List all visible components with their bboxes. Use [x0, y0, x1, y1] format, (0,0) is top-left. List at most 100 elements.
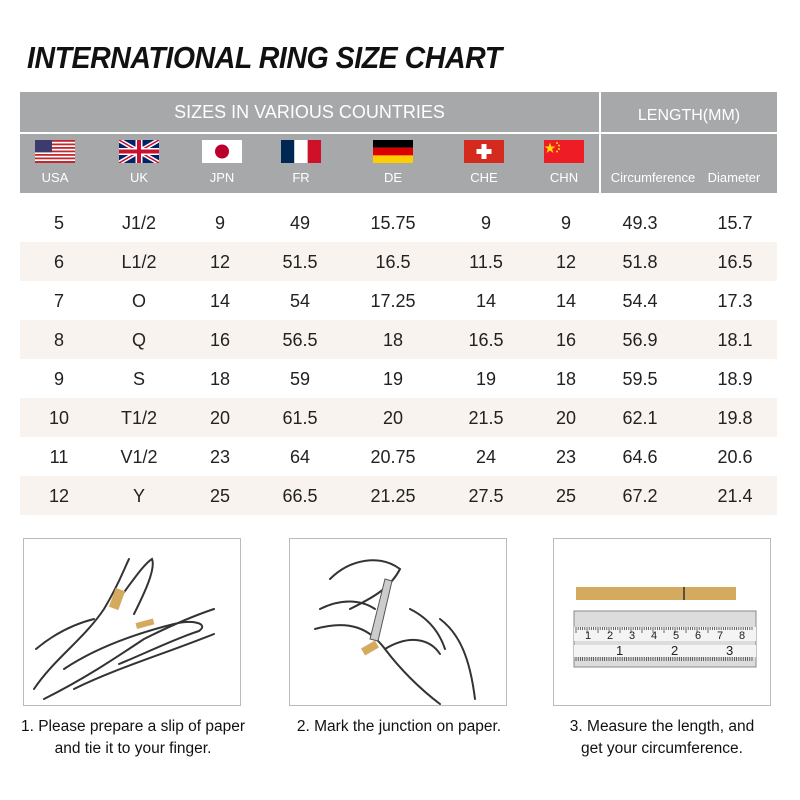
hand-with-paper-icon — [33, 557, 215, 700]
table-cell: 61.5 — [282, 408, 318, 428]
page-title: INTERNATIONAL RING SIZE CHART — [27, 40, 502, 75]
table-cell: 23 — [209, 447, 231, 467]
table-cell: 5 — [53, 213, 65, 233]
table-cell: 17.3 — [717, 291, 753, 311]
table-cell: 56.9 — [622, 330, 658, 350]
table-cell: 67.2 — [622, 486, 658, 506]
table-cell: 62.1 — [622, 408, 658, 428]
table-cell: 21.25 — [370, 486, 416, 506]
table-cell: 16.5 — [375, 252, 411, 272]
length-subheader — [601, 134, 777, 193]
table-cell: Q — [131, 330, 147, 350]
table-cell: 24 — [475, 447, 497, 467]
ruler-inch-label: 1 — [616, 643, 623, 658]
table-row: 8 Q 16 56.5 18 16.5 16 56.9 18.1 — [20, 320, 777, 359]
table-cell: 54 — [289, 291, 311, 311]
step-1-caption: 1. Please prepare a slip of paper and tie… — [3, 716, 263, 760]
table-cell: 51.8 — [622, 252, 658, 272]
ruler-inch-label: 2 — [671, 643, 678, 658]
table-cell: 14 — [475, 291, 497, 311]
table-cell: 18 — [209, 369, 231, 389]
table-cell: V1/2 — [120, 447, 158, 467]
table-cell: 25 — [209, 486, 231, 506]
table-cell: 12 — [48, 486, 70, 506]
table-cell: O — [131, 291, 147, 311]
table-cell: Y — [132, 486, 146, 506]
step-2-illustration — [289, 538, 507, 706]
table-cell: 64 — [289, 447, 311, 467]
switzerland-flag-icon — [464, 140, 504, 163]
table-row: 6 L1/2 12 51.5 16.5 11.5 12 51.8 16.5 — [20, 242, 777, 281]
table-cell: 18 — [382, 330, 404, 350]
ruler-inch-label: 3 — [726, 643, 733, 658]
country-label-usa: USA — [41, 170, 69, 185]
table-cell: 54.4 — [622, 291, 658, 311]
table-cell: 19 — [475, 369, 497, 389]
table-cell: 66.5 — [282, 486, 318, 506]
table-cell: 21.4 — [717, 486, 753, 506]
table-cell: 16.5 — [717, 252, 753, 272]
ruler-cm-label: 1 — [585, 630, 591, 642]
table-cell: 16 — [555, 330, 577, 350]
table-cell: 11 — [49, 447, 69, 467]
table-cell: L1/2 — [121, 252, 157, 272]
table-cell: S — [132, 369, 146, 389]
country-label-de: DE — [383, 170, 403, 185]
table-cell: 6 — [53, 252, 65, 272]
table-cell: 59.5 — [622, 369, 658, 389]
table-cell: 14 — [209, 291, 231, 311]
table-cell: 12 — [209, 252, 231, 272]
diameter-label: Diameter — [707, 170, 761, 185]
table-cell: 18.1 — [717, 330, 753, 350]
sizes-header-label: SIZES IN VARIOUS COUNTRIES — [174, 102, 445, 122]
sizes-header: SIZES IN VARIOUS COUNTRIES — [20, 92, 599, 132]
table-cell: 8 — [53, 330, 65, 350]
france-flag-icon — [281, 140, 321, 163]
step-3-line-2: get your circumference. — [581, 740, 743, 757]
step-1-line-1: 1. Please prepare a slip of paper — [20, 718, 246, 735]
step-1-line-2: and tie it to your finger. — [54, 740, 212, 757]
hand-marking-paper-icon — [314, 559, 476, 705]
table-cell: 20 — [555, 408, 577, 428]
table-cell: 15.75 — [370, 213, 416, 233]
usa-flag-icon — [35, 140, 75, 163]
table-cell: 49.3 — [622, 213, 658, 233]
table-cell: 16.5 — [468, 330, 504, 350]
table-cell: 25 — [555, 486, 577, 506]
table-cell: 9 — [214, 213, 226, 233]
table-cell: 27.5 — [468, 486, 504, 506]
table-cell: 64.6 — [622, 447, 658, 467]
paper-strip — [576, 587, 736, 600]
table-cell: 9 — [480, 213, 492, 233]
table-cell: J1/2 — [121, 213, 157, 233]
ruler-cm-label: 7 — [717, 630, 723, 642]
circumference-label: Circumference — [610, 170, 696, 185]
table-cell: 7 — [53, 291, 65, 311]
table-cell: 12 — [555, 252, 577, 272]
table-cell: 18.9 — [717, 369, 753, 389]
country-label-chn: CHN — [549, 170, 579, 185]
table-row: 7 O 14 54 17.25 14 14 54.4 17.3 — [20, 281, 777, 320]
germany-flag-icon — [373, 140, 413, 163]
ruler-cm-label: 2 — [607, 630, 613, 642]
table-cell: 9 — [560, 213, 572, 233]
table-cell: 16 — [209, 330, 231, 350]
table-cell: 11.5 — [469, 252, 503, 272]
table-cell: 21.5 — [468, 408, 504, 428]
ruler-cm-label: 6 — [695, 630, 701, 642]
japan-flag-icon — [202, 140, 242, 163]
table-cell: 20 — [382, 408, 404, 428]
table-row: 12 Y 25 66.5 21.25 27.5 25 67.2 21.4 — [20, 476, 777, 515]
table-cell: 15.7 — [717, 213, 753, 233]
table-cell: T1/2 — [120, 408, 158, 428]
length-header: LENGTH(MM) — [601, 92, 777, 132]
ruler-icon: 1 2 3 4 5 6 7 81 2 3 — [573, 587, 757, 668]
step-2-line-1: 2. Mark the junction on paper. — [296, 718, 502, 735]
table-cell: 56.5 — [282, 330, 318, 350]
ruler-cm-label: 5 — [673, 630, 679, 642]
table-row: 11 V1/2 23 64 20.75 24 23 64.6 20.6 — [20, 437, 777, 476]
country-label-che: CHE — [470, 170, 498, 185]
table-cell: 49 — [289, 213, 311, 233]
table-row: 9 S 18 59 19 19 18 59.5 18.9 — [20, 359, 777, 398]
